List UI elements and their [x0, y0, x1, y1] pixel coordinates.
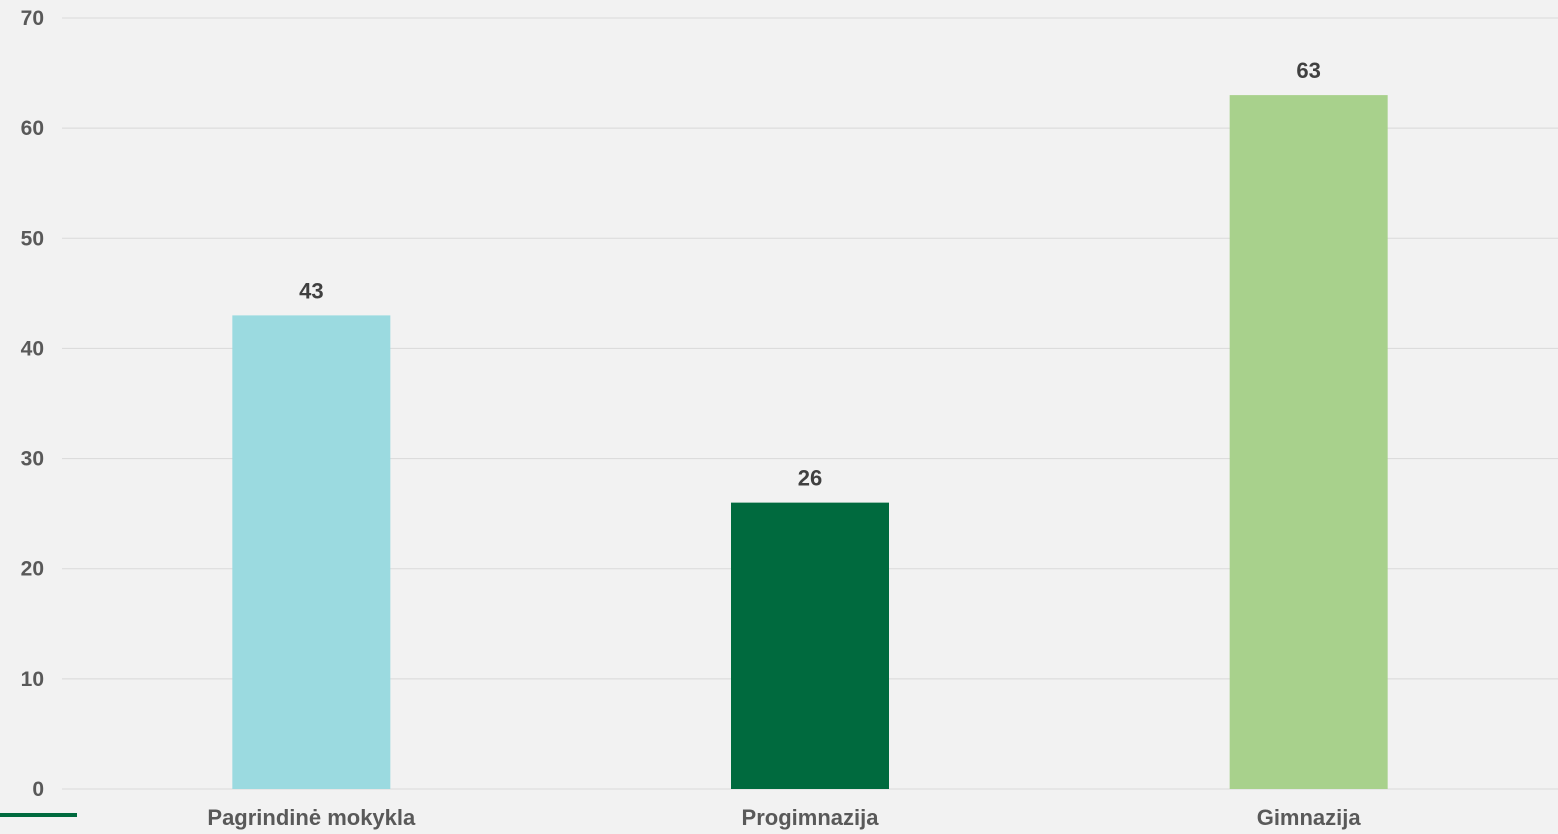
- y-tick-label-30: 30: [21, 448, 44, 471]
- data-label-3: 63: [1296, 58, 1320, 83]
- bar-1: [232, 315, 391, 789]
- y-tick-label-60: 60: [21, 117, 44, 140]
- x-tick-label-1: Pagrindinė mokykla: [207, 805, 416, 830]
- x-tick-label-2: Progimnazija: [742, 805, 880, 830]
- y-axis-tick-labels: 0 10 20 30 40 50 60 70: [21, 7, 44, 801]
- y-tick-label-40: 40: [21, 337, 44, 360]
- x-axis-tick-labels: Pagrindinė mokykla Progimnazija Gimnazija: [207, 805, 1361, 830]
- bars: [232, 95, 1388, 790]
- y-tick-label-70: 70: [21, 7, 44, 30]
- bar-2: [731, 502, 889, 789]
- y-tick-label-50: 50: [21, 227, 44, 250]
- data-label-2: 26: [798, 466, 822, 491]
- x-tick-label-3: Gimnazija: [1257, 805, 1362, 830]
- data-label-1: 43: [299, 278, 323, 303]
- y-tick-label-0: 0: [32, 778, 44, 801]
- y-tick-label-20: 20: [21, 558, 44, 581]
- data-labels: 43 26 63: [299, 58, 1321, 491]
- y-tick-label-10: 10: [21, 668, 44, 691]
- bar-3: [1229, 95, 1388, 790]
